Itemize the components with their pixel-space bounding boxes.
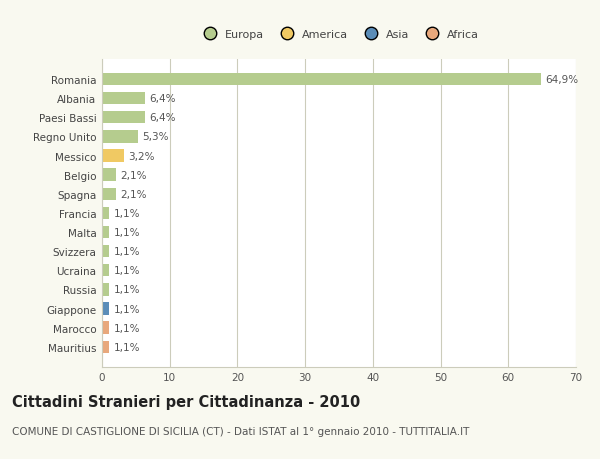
Text: 3,2%: 3,2% (128, 151, 154, 161)
Bar (102, 207, 109, 220)
Text: 1,1%: 1,1% (113, 246, 140, 257)
Legend: Europa, America, Asia, Africa: Europa, America, Asia, Africa (194, 25, 484, 44)
Text: 6,4%: 6,4% (149, 94, 176, 104)
Bar (102, 264, 109, 277)
Bar (102, 341, 109, 353)
Text: Cittadini Stranieri per Cittadinanza - 2010: Cittadini Stranieri per Cittadinanza - 2… (12, 394, 360, 409)
Bar (102, 131, 138, 143)
Bar (102, 302, 109, 315)
Bar (102, 73, 541, 86)
Bar (102, 188, 116, 201)
Text: 1,1%: 1,1% (113, 228, 140, 237)
Bar (102, 246, 109, 258)
Text: 1,1%: 1,1% (113, 285, 140, 295)
Bar (102, 284, 109, 296)
Bar (102, 150, 124, 162)
Text: 6,4%: 6,4% (149, 113, 176, 123)
Bar (102, 322, 109, 334)
Text: 1,1%: 1,1% (113, 304, 140, 314)
Bar (102, 226, 109, 239)
Bar (102, 169, 116, 181)
Text: 1,1%: 1,1% (113, 342, 140, 352)
Text: 1,1%: 1,1% (113, 266, 140, 276)
Text: 1,1%: 1,1% (113, 208, 140, 218)
Text: COMUNE DI CASTIGLIONE DI SICILIA (CT) - Dati ISTAT al 1° gennaio 2010 - TUTTITAL: COMUNE DI CASTIGLIONE DI SICILIA (CT) - … (12, 426, 469, 436)
Text: 2,1%: 2,1% (120, 190, 147, 199)
Bar (102, 112, 145, 124)
Text: 2,1%: 2,1% (120, 170, 147, 180)
Text: 1,1%: 1,1% (113, 323, 140, 333)
Bar (102, 93, 145, 105)
Text: 5,3%: 5,3% (142, 132, 169, 142)
Text: 64,9%: 64,9% (545, 75, 578, 85)
